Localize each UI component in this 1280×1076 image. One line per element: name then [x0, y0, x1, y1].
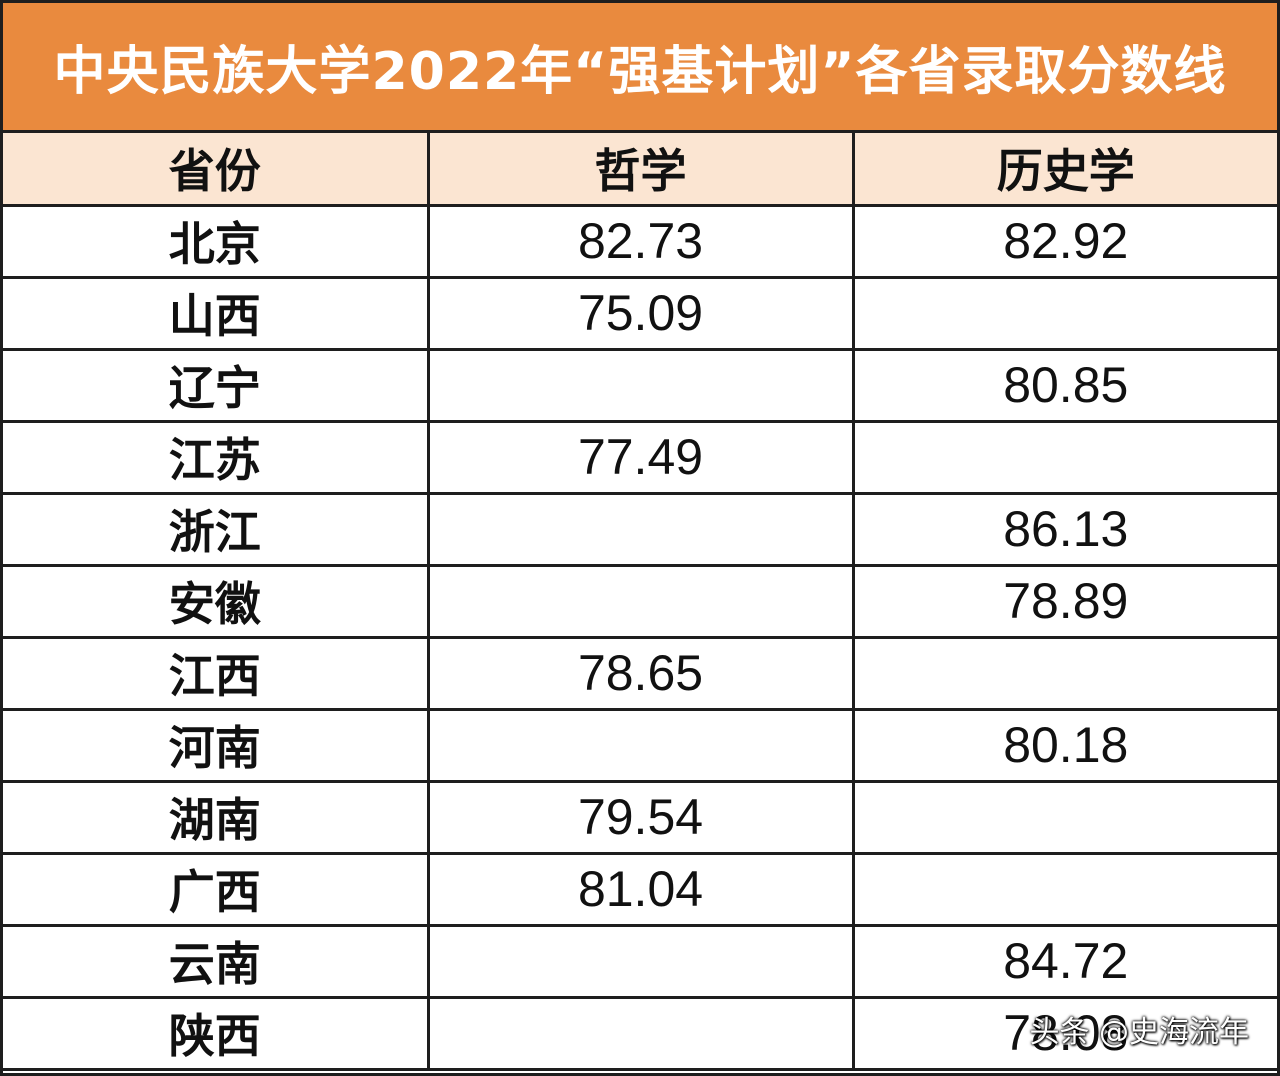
philosophy-score-cell	[426, 491, 855, 567]
table-row: 浙江 86.13	[3, 491, 1277, 567]
province-cell: 陕西	[3, 995, 430, 1071]
province-cell: 云南	[3, 923, 430, 999]
history-score-cell	[851, 419, 1277, 495]
history-score-cell: 80.18	[851, 707, 1277, 783]
history-score-cell: 82.92	[851, 203, 1277, 279]
header-province: 省份	[3, 133, 430, 207]
header-history: 历史学	[851, 133, 1277, 207]
title-bar: 中央民族大学2022年“强基计划”各省录取分数线	[3, 3, 1277, 133]
table-header-row: 省份 哲学 历史学	[3, 133, 1277, 207]
table-row: 湖南 79.54	[3, 779, 1277, 855]
province-cell: 辽宁	[3, 347, 430, 423]
table-row: 北京 82.73 82.92	[3, 203, 1277, 279]
province-cell: 江西	[3, 635, 430, 711]
philosophy-score-cell: 78.65	[426, 635, 855, 711]
table-row: 陕西 78.08	[3, 995, 1277, 1071]
philosophy-score-cell: 82.73	[426, 203, 855, 279]
history-score-cell	[851, 779, 1277, 855]
province-cell: 安徽	[3, 563, 430, 639]
history-score-cell	[851, 851, 1277, 927]
table-row: 河南 80.18	[3, 707, 1277, 783]
philosophy-score-cell: 81.04	[426, 851, 855, 927]
table-row: 辽宁 80.85	[3, 347, 1277, 423]
history-score-cell: 84.72	[851, 923, 1277, 999]
philosophy-score-cell	[426, 347, 855, 423]
history-score-cell	[851, 635, 1277, 711]
philosophy-score-cell: 77.49	[426, 419, 855, 495]
table-row: 山西 75.09	[3, 275, 1277, 351]
philosophy-score-cell	[426, 707, 855, 783]
admission-score-table: 省份 哲学 历史学 北京 82.73 82.92 山西 75.09 辽宁 80.…	[3, 133, 1277, 1071]
philosophy-score-cell	[426, 563, 855, 639]
table-row: 云南 84.72	[3, 923, 1277, 999]
province-cell: 江苏	[3, 419, 430, 495]
history-score-cell: 78.08	[851, 995, 1277, 1071]
table-row: 江苏 77.49	[3, 419, 1277, 495]
table-row: 江西 78.65	[3, 635, 1277, 711]
philosophy-score-cell	[426, 923, 855, 999]
province-cell: 北京	[3, 203, 430, 279]
province-cell: 浙江	[3, 491, 430, 567]
history-score-cell: 86.13	[851, 491, 1277, 567]
page-title: 中央民族大学2022年“强基计划”各省录取分数线	[53, 42, 1227, 102]
province-cell: 湖南	[3, 779, 430, 855]
province-cell: 山西	[3, 275, 430, 351]
history-score-cell: 78.89	[851, 563, 1277, 639]
history-score-cell: 80.85	[851, 347, 1277, 423]
table-row: 广西 81.04	[3, 851, 1277, 927]
province-cell: 广西	[3, 851, 430, 927]
history-score-cell	[851, 275, 1277, 351]
table-row: 安徽 78.89	[3, 563, 1277, 639]
province-cell: 河南	[3, 707, 430, 783]
philosophy-score-cell: 79.54	[426, 779, 855, 855]
philosophy-score-cell	[426, 995, 855, 1071]
philosophy-score-cell: 75.09	[426, 275, 855, 351]
watermark: 头条 @史海流年	[1029, 1015, 1249, 1050]
header-philosophy: 哲学	[426, 133, 855, 207]
